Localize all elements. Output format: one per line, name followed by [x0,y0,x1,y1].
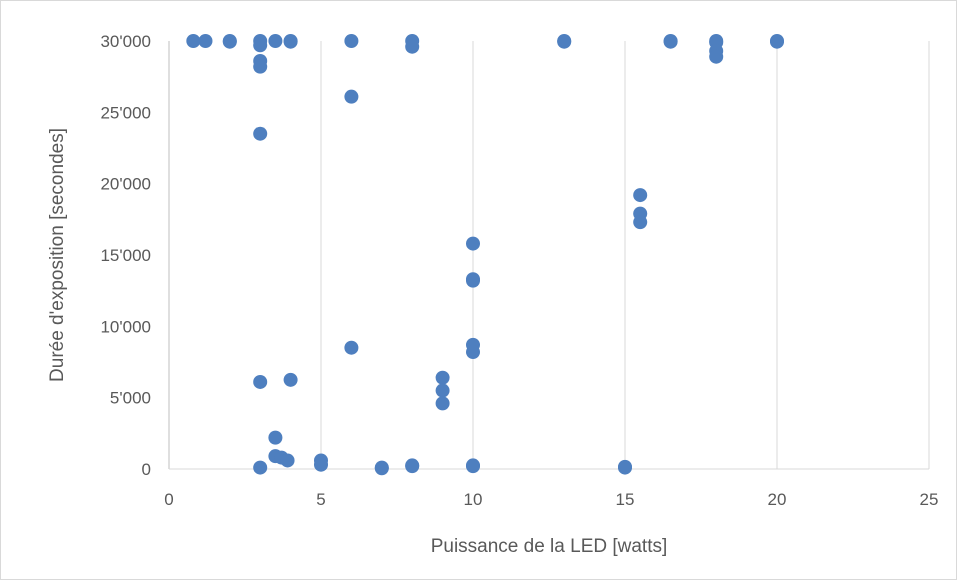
data-point [709,49,724,64]
grid-lines [320,41,930,469]
x-tick-label: 25 [920,490,939,509]
data-point [466,273,480,288]
data-point [253,460,268,475]
data-point [435,370,450,385]
y-tick-label: 30'000 [100,32,151,51]
x-tick-label: 5 [316,490,325,509]
data-point [633,215,648,230]
data-point [633,188,648,203]
data-point [344,89,359,104]
data-point [466,236,480,251]
data-point [374,461,389,476]
data-point [314,457,328,472]
y-tick-label: 10'000 [100,317,151,336]
y-tick-label: 20'000 [100,175,151,194]
data-point [253,38,268,53]
data-point [618,460,632,475]
x-tick-label: 20 [768,490,787,509]
data-point [770,34,784,49]
data-point [268,34,283,48]
x-tick-label: 0 [164,490,173,509]
data-point [663,34,678,49]
x-axis-title: Puissance de la LED [watts] [431,536,668,557]
data-points [186,34,784,476]
data-point [405,39,420,54]
data-point [268,430,283,445]
x-tick-label: 10 [464,490,483,509]
data-point [344,340,359,355]
y-tick-label: 0 [142,460,151,479]
y-tick-label: 25'000 [100,103,151,122]
data-point [557,34,572,49]
data-point [283,34,298,49]
data-point [344,34,359,48]
tick-labels: 0 5 10 15 20 25 0 5'000 10'000 15'000 20'000 25'000… [100,32,938,509]
data-point [466,345,480,360]
data-point [405,459,420,474]
data-point [466,459,480,474]
data-point [186,34,201,48]
data-point [253,59,268,74]
data-point [435,396,450,411]
y-axis-title: Durée d'exposition [secondes] [47,128,68,382]
data-point [283,372,298,387]
data-point [198,34,213,48]
x-tick-label: 15 [616,490,635,509]
data-point [253,126,268,141]
data-point [280,453,295,468]
data-point [222,34,237,49]
y-tick-label: 15'000 [100,246,151,265]
y-tick-label: 5'000 [110,389,151,408]
data-point [253,374,268,389]
axes [168,41,929,470]
data-point [435,383,450,398]
